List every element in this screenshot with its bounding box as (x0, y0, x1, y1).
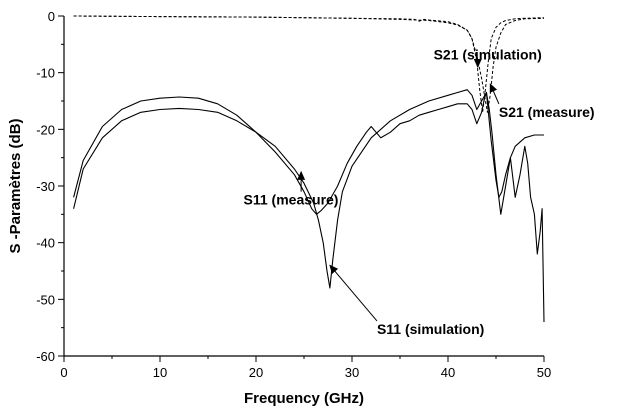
annotation-arrow (329, 264, 378, 322)
series-line-s21-measure (73, 15, 545, 113)
series-line-s11-measure (73, 91, 545, 323)
x-axis-ticks: 0 10 20 30 40 50 (60, 356, 551, 380)
y-tick-label: -50 (36, 292, 55, 307)
y-tick-label: 0 (48, 9, 55, 24)
x-tick-label: 50 (537, 365, 551, 380)
x-tick-label: 40 (441, 365, 455, 380)
y-tick-label: -10 (36, 66, 55, 81)
y-tick-label: -30 (36, 179, 55, 194)
annotation-arrow (489, 83, 500, 105)
x-tick-label: 20 (249, 365, 263, 380)
x-tick-label: 30 (345, 365, 359, 380)
annotation-label: S11 (simulation) (377, 321, 484, 337)
plot-area: 0 10 20 30 40 50 0 -10 -20 -30 -40 -50 -60 S21 (sim… (36, 9, 594, 380)
x-axis-title: Frequency (GHz) (244, 390, 364, 407)
y-tick-label: -60 (36, 349, 55, 364)
series-line-s11-simulation (73, 89, 544, 289)
y-axis-title: S -Paramètres (dB) (7, 118, 24, 253)
y-tick-label: -40 (36, 236, 55, 251)
y-axis-ticks: 0 -10 -20 -30 -40 -50 -60 (36, 9, 64, 364)
x-tick-label: 10 (153, 365, 167, 380)
series-layer (73, 15, 545, 323)
annotation-label: S21 (measure) (499, 104, 595, 120)
annotation-layer: S21 (simulation) S21 (measure) S11 (measur… (244, 47, 595, 337)
x-tick-label: 0 (60, 365, 67, 380)
y-tick-label: -20 (36, 122, 55, 137)
annotation-label: S11 (measure) (244, 192, 339, 208)
annotation-label: S21 (simulation) (434, 47, 542, 63)
